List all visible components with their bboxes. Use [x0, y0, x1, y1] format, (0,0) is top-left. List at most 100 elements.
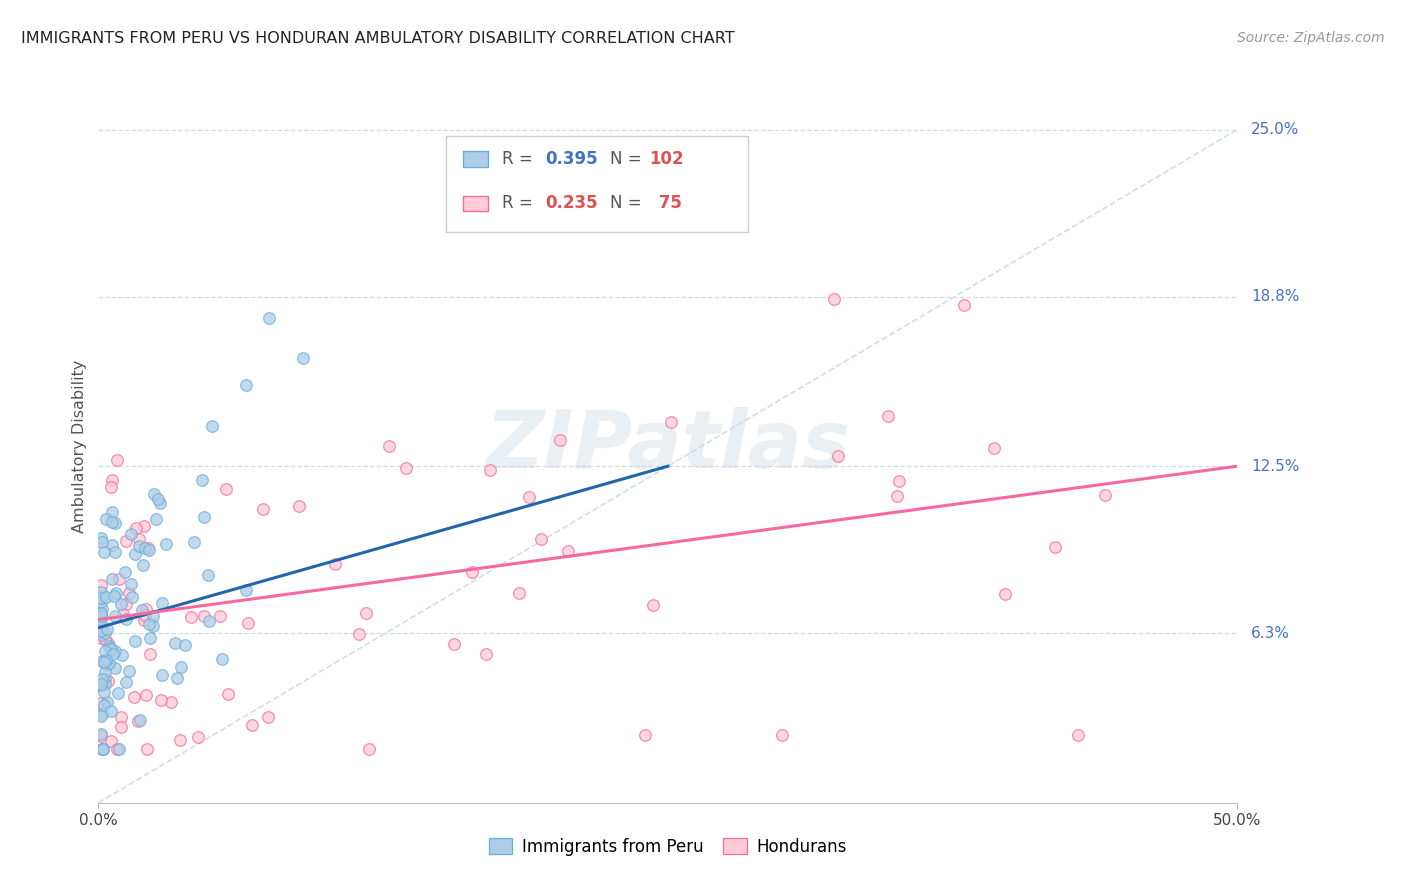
Point	[135, 689, 157, 703]
Point	[120, 576, 142, 591]
Point	[101, 505, 124, 519]
Point	[104, 516, 127, 531]
Point	[101, 515, 124, 529]
Point	[634, 729, 657, 743]
Point	[90, 595, 112, 609]
Point	[163, 636, 186, 650]
Point	[90, 678, 112, 692]
Point	[132, 558, 155, 573]
Point	[105, 742, 128, 756]
Point	[93, 698, 115, 712]
Point	[138, 542, 160, 557]
Point	[136, 541, 159, 556]
Text: 102: 102	[650, 150, 685, 168]
Point	[115, 533, 138, 548]
Point	[90, 532, 112, 546]
Point	[90, 696, 112, 710]
Point	[461, 565, 484, 579]
Point	[217, 687, 239, 701]
Point	[128, 532, 150, 546]
Point	[235, 378, 257, 392]
Point	[90, 730, 112, 744]
Point	[93, 677, 115, 691]
Point	[193, 510, 215, 524]
FancyBboxPatch shape	[446, 136, 748, 232]
Point	[886, 489, 908, 503]
Point	[183, 534, 205, 549]
Point	[486, 136, 509, 150]
Text: N =: N =	[610, 194, 647, 212]
Point	[135, 742, 157, 756]
Point	[287, 499, 309, 513]
Point	[235, 583, 257, 598]
Point	[90, 632, 112, 646]
Point	[90, 591, 112, 606]
Point	[115, 597, 138, 611]
Point	[292, 351, 315, 366]
Point	[115, 612, 138, 626]
Point	[91, 742, 114, 756]
Point	[770, 729, 793, 743]
Point	[159, 695, 181, 709]
Point	[96, 623, 118, 637]
Point	[94, 632, 117, 647]
Point	[135, 602, 157, 616]
Point	[395, 461, 418, 475]
Point	[121, 590, 143, 604]
Point	[100, 733, 122, 747]
Point	[90, 578, 112, 592]
Point	[827, 449, 849, 463]
Point	[96, 694, 118, 708]
FancyBboxPatch shape	[463, 152, 488, 167]
Point	[180, 610, 202, 624]
Point	[107, 572, 129, 586]
Point	[443, 637, 465, 651]
Point	[96, 653, 118, 667]
Point	[138, 617, 160, 632]
Point	[166, 671, 188, 685]
Point	[877, 409, 900, 423]
Text: 25.0%: 25.0%	[1251, 122, 1299, 137]
Point	[91, 742, 114, 756]
Point	[155, 537, 177, 551]
Point	[100, 480, 122, 494]
Point	[93, 545, 115, 559]
Point	[90, 709, 112, 723]
Point	[110, 597, 132, 611]
Text: 75: 75	[652, 194, 682, 212]
Point	[90, 609, 112, 624]
Point	[150, 668, 173, 682]
Point	[124, 634, 146, 648]
Point	[111, 648, 134, 662]
Point	[101, 647, 124, 661]
Point	[259, 311, 281, 326]
Point	[118, 585, 141, 599]
Point	[323, 557, 346, 571]
FancyBboxPatch shape	[463, 195, 488, 211]
Point	[104, 661, 127, 675]
Point	[96, 657, 118, 672]
Text: IMMIGRANTS FROM PERU VS HONDURAN AMBULATORY DISABILITY CORRELATION CHART: IMMIGRANTS FROM PERU VS HONDURAN AMBULAT…	[21, 31, 735, 46]
Point	[104, 586, 127, 600]
Point	[100, 538, 122, 552]
Point	[129, 714, 152, 728]
Point	[215, 483, 238, 497]
Point	[94, 590, 117, 604]
Point	[197, 568, 219, 582]
Point	[117, 664, 139, 678]
Point	[201, 418, 224, 433]
Point	[94, 665, 117, 679]
Point	[378, 439, 401, 453]
Point	[1067, 729, 1090, 743]
Point	[170, 659, 193, 673]
Text: 12.5%: 12.5%	[1251, 458, 1299, 474]
Point	[97, 635, 120, 649]
Text: R =: R =	[502, 150, 537, 168]
Point	[91, 707, 114, 722]
Point	[187, 730, 209, 744]
Point	[557, 544, 579, 558]
Point	[104, 608, 127, 623]
Point	[100, 641, 122, 656]
Legend: Immigrants from Peru, Hondurans: Immigrants from Peru, Hondurans	[482, 831, 853, 863]
Point	[114, 675, 136, 690]
